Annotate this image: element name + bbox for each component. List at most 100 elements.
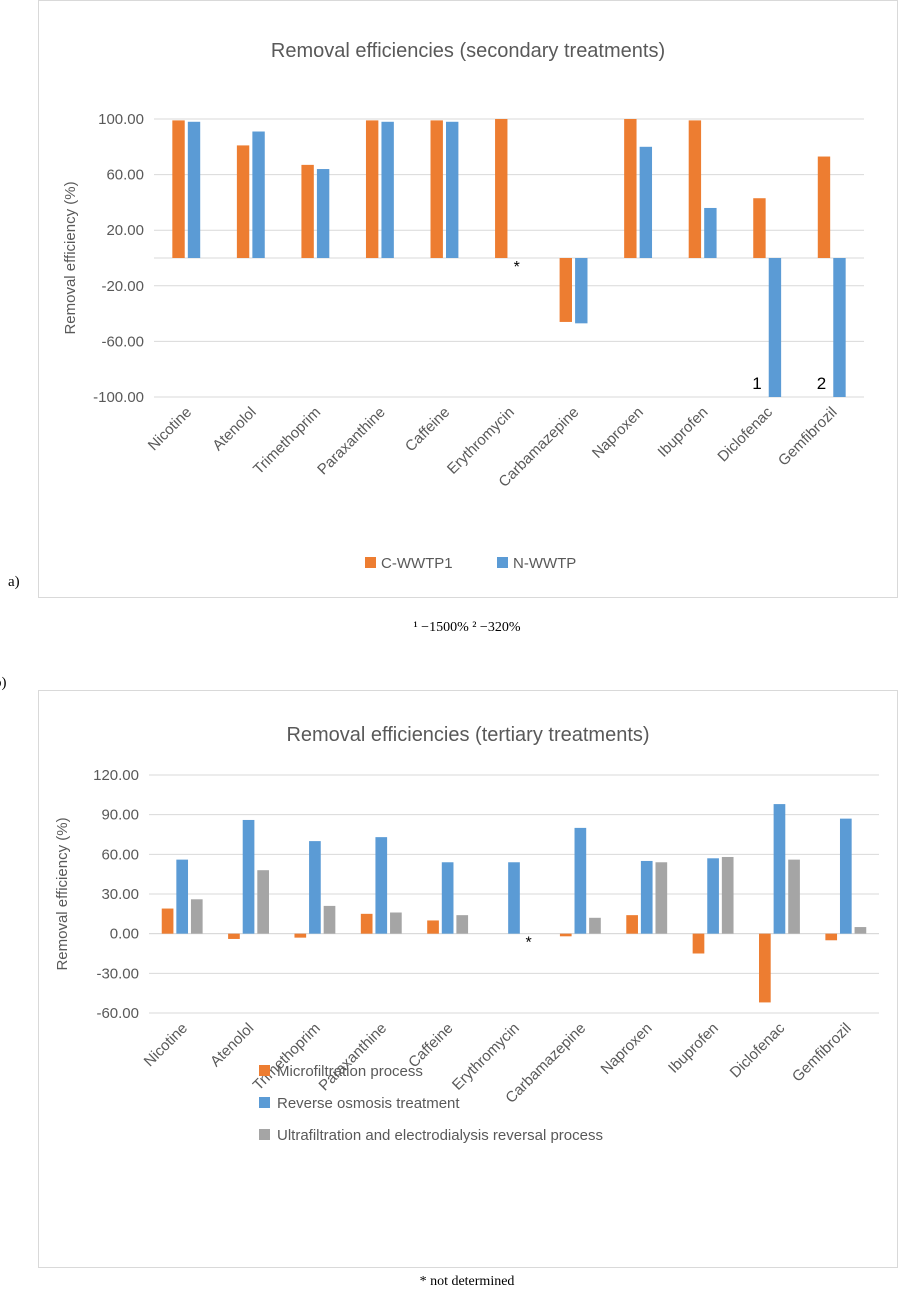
bar-microfiltration-process-carbamazepine: [559, 933, 572, 937]
bar-ultrafiltration-and-electrodialysis-reversal-process-gemfibrozil: [854, 927, 867, 934]
bar-n-wwtp-diclofenac: [768, 258, 782, 397]
legend-label-c-wwtp1: C-WWTP1: [381, 555, 453, 572]
footnote-tertiary: * not determined: [419, 1274, 515, 1289]
bar-reverse-osmosis-treatment-erythromycin: [508, 862, 520, 934]
y-tick-label: -60.00: [96, 1005, 139, 1022]
bar-reverse-osmosis-treatment-naproxen: [640, 860, 653, 934]
bar-c-wwtp1-naproxen: [624, 119, 637, 258]
bar-reverse-osmosis-treatment-diclofenac: [773, 804, 786, 934]
legend-label-n-wwtp: N-WWTP: [513, 555, 576, 572]
y-tick-label: 60.00: [106, 167, 144, 184]
annotation-label: 2: [817, 374, 826, 393]
bar-microfiltration-process-diclofenac: [759, 933, 771, 1003]
bar-ultrafiltration-and-electrodialysis-reversal-process-trimethoprim: [323, 905, 336, 934]
bar-reverse-osmosis-treatment-nicotine: [176, 859, 189, 934]
x-tick-label: Naproxen: [598, 1020, 656, 1078]
panel-label-a: a): [8, 574, 20, 590]
bar-n-wwtp-naproxen: [639, 146, 653, 258]
bar-microfiltration-process-naproxen: [626, 915, 638, 934]
chart-title: Removal efficiencies (tertiary treatment…: [286, 724, 649, 746]
bar-ultrafiltration-and-electrodialysis-reversal-process-diclofenac: [788, 859, 800, 934]
bar-microfiltration-process-paraxanthine: [360, 913, 373, 934]
x-tick-label: Paraxanthine: [316, 1020, 391, 1095]
bar-microfiltration-process-nicotine: [161, 908, 174, 934]
y-tick-label: 90.00: [101, 807, 139, 824]
bar-ultrafiltration-and-electrodialysis-reversal-process-paraxanthine: [390, 912, 402, 934]
x-tick-label: Erythromycin: [449, 1020, 523, 1094]
y-tick-label: -20.00: [101, 278, 144, 295]
chart-tertiary: Removal efficiencies (tertiary treatment…: [54, 724, 879, 1144]
bar-ultrafiltration-and-electrodialysis-reversal-process-atenolol: [257, 870, 269, 934]
bar-n-wwtp-trimethoprim: [316, 169, 330, 258]
x-tick-label: Caffeine: [402, 404, 453, 455]
legend-label-reverse-osmosis-treatment: Reverse osmosis treatment: [277, 1095, 460, 1112]
bar-n-wwtp-caffeine: [446, 121, 459, 258]
chart-panel-tertiary: Removal efficiencies (tertiary treatment…: [38, 690, 898, 1268]
chart-title: Removal efficiencies (secondary treatmen…: [271, 40, 665, 62]
bar-c-wwtp1-atenolol: [236, 145, 250, 258]
x-tick-label: Trimethoprim: [250, 404, 324, 478]
y-tick-label: 60.00: [101, 846, 139, 863]
bar-reverse-osmosis-treatment-gemfibrozil: [839, 818, 852, 934]
bar-microfiltration-process-trimethoprim: [294, 933, 307, 938]
y-tick-label: -100.00: [93, 389, 144, 406]
legend-swatch-c-wwtp1: [365, 557, 376, 568]
y-tick-label: 120.00: [93, 767, 139, 784]
x-tick-label: Gemfibrozil: [775, 404, 841, 470]
bar-reverse-osmosis-treatment-trimethoprim: [309, 841, 321, 934]
x-tick-label: Gemfibrozil: [789, 1020, 855, 1086]
x-tick-label: Atenolol: [209, 404, 259, 454]
bar-n-wwtp-nicotine: [187, 121, 201, 258]
y-axis-label: Removal efficiency (%): [62, 181, 79, 334]
x-tick-label: Diclofenac: [714, 403, 776, 465]
bar-n-wwtp-gemfibrozil: [833, 258, 846, 397]
annotation-label: *: [514, 259, 520, 276]
bar-c-wwtp1-ibuprofen: [688, 120, 702, 258]
bar-ultrafiltration-and-electrodialysis-reversal-process-ibuprofen: [721, 856, 734, 934]
y-tick-label: 0.00: [110, 926, 139, 943]
panel-label-b: b): [0, 675, 7, 691]
x-tick-label: Nicotine: [141, 1020, 191, 1070]
bar-c-wwtp1-carbamazepine: [559, 258, 572, 322]
bar-n-wwtp-paraxanthine: [381, 121, 394, 258]
bar-reverse-osmosis-treatment-caffeine: [441, 862, 454, 934]
x-tick-label: Diclofenac: [727, 1019, 789, 1081]
x-tick-label: Atenolol: [207, 1020, 257, 1070]
bar-c-wwtp1-gemfibrozil: [817, 156, 831, 258]
legend-label-ultrafiltration-and-electrodialysis-reversal-process: Ultrafiltration and electrodialysis reve…: [277, 1127, 603, 1144]
x-tick-label: Nicotine: [145, 404, 195, 454]
bar-c-wwtp1-erythromycin: [495, 119, 508, 258]
bar-c-wwtp1-trimethoprim: [301, 164, 314, 258]
legend-swatch-ultrafiltration-and-electrodialysis-reversal-process: [259, 1129, 270, 1140]
bar-reverse-osmosis-treatment-carbamazepine: [574, 827, 587, 934]
bar-ultrafiltration-and-electrodialysis-reversal-process-carbamazepine: [589, 917, 601, 934]
bar-ultrafiltration-and-electrodialysis-reversal-process-caffeine: [456, 915, 469, 934]
y-axis-label: Removal efficiency (%): [54, 817, 71, 970]
chart-panel-secondary: Removal efficiencies (secondary treatmen…: [38, 0, 898, 598]
x-tick-label: Paraxanthine: [314, 404, 389, 479]
x-tick-label: Naproxen: [589, 404, 647, 462]
bar-n-wwtp-ibuprofen: [704, 207, 717, 258]
legend-swatch-n-wwtp: [497, 557, 508, 568]
x-tick-label: Ibuprofen: [655, 404, 712, 461]
footnote-secondary: ¹ −1500% ² −320%: [413, 620, 521, 635]
bar-microfiltration-process-atenolol: [228, 933, 240, 939]
y-tick-label: 100.00: [98, 111, 144, 128]
bar-reverse-osmosis-treatment-atenolol: [242, 819, 255, 934]
bar-reverse-osmosis-treatment-ibuprofen: [707, 858, 719, 934]
bar-microfiltration-process-caffeine: [427, 920, 439, 934]
chart-secondary: Removal efficiencies (secondary treatmen…: [62, 40, 864, 572]
x-tick-label: Trimethoprim: [250, 1020, 324, 1094]
bar-microfiltration-process-ibuprofen: [692, 933, 705, 954]
bar-n-wwtp-atenolol: [252, 131, 265, 258]
y-tick-label: -60.00: [101, 333, 144, 350]
annotation-label: 1: [752, 374, 761, 393]
y-tick-label: -30.00: [96, 965, 139, 982]
bar-c-wwtp1-paraxanthine: [365, 120, 379, 258]
legend-label-microfiltration-process: Microfiltration process: [277, 1063, 423, 1080]
bar-ultrafiltration-and-electrodialysis-reversal-process-nicotine: [190, 899, 203, 934]
legend-swatch-reverse-osmosis-treatment: [259, 1097, 270, 1108]
bar-c-wwtp1-diclofenac: [753, 198, 766, 258]
x-tick-label: Ibuprofen: [665, 1020, 722, 1077]
y-tick-label: 30.00: [101, 886, 139, 903]
